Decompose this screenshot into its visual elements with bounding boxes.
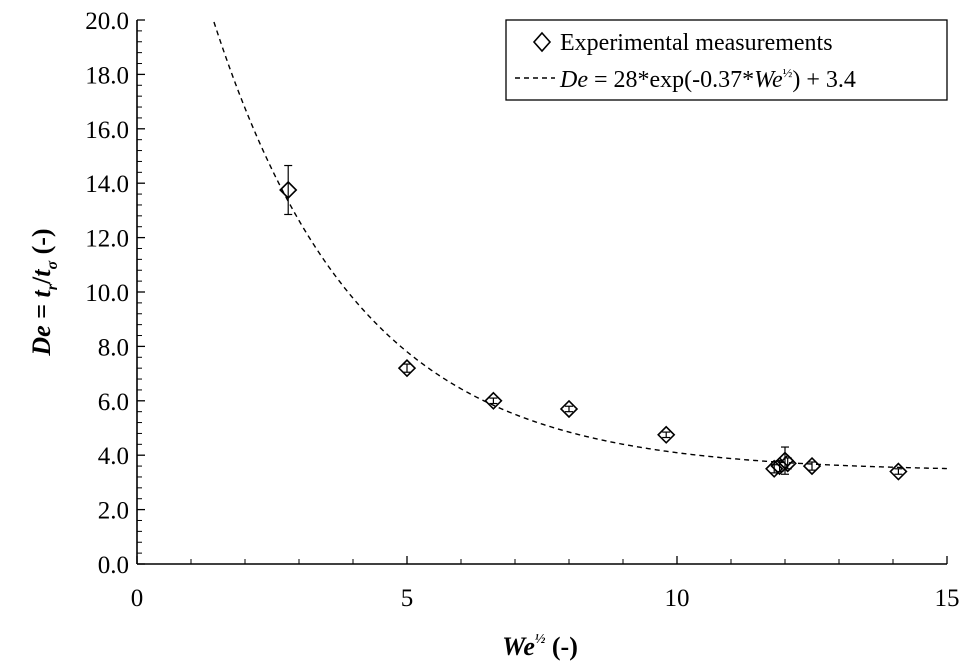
y-axis-title-de: De — [27, 325, 56, 356]
y-tick-label: 8.0 — [98, 334, 129, 361]
data-point — [889, 462, 908, 481]
y-axis-title-t2: t — [27, 269, 56, 277]
legend-fit-mid: = 28*exp(-0.37* — [588, 67, 754, 93]
y-axis-title-sub2: σ — [44, 261, 61, 270]
legend-fit-end: ) + 3.4 — [792, 67, 856, 93]
x-tick-label: 0 — [131, 585, 144, 612]
legend-box — [505, 19, 948, 101]
data-point — [657, 425, 676, 444]
y-axis-title-eq: = — [27, 297, 56, 325]
x-tick-label: 15 — [935, 585, 960, 612]
y-axis-title-t1: t — [27, 289, 56, 297]
legend-label-measurements: Experimental measurements — [560, 30, 833, 56]
legend-label-fit: De = 28*exp(-0.37*We½) + 3.4 — [559, 65, 856, 93]
y-tick-label: 4.0 — [98, 443, 129, 470]
data-point — [484, 391, 503, 410]
legend-fit-we: We — [754, 67, 783, 93]
y-tick-label: 2.0 — [98, 498, 129, 525]
y-tick-label: 20.0 — [85, 8, 129, 35]
fit-curve-layer — [213, 21, 948, 470]
y-axis-title: De = tr/tσ (-) — [27, 228, 61, 356]
x-tick-label: 10 — [665, 585, 690, 612]
fit-curve — [213, 21, 948, 470]
legend-fit-sup: ½ — [783, 65, 793, 80]
data-point — [559, 399, 579, 419]
diamond-marker-icon — [889, 462, 908, 481]
legend-marker-diamond-icon — [532, 31, 552, 53]
diamond-marker-icon — [397, 359, 417, 378]
y-axis-title-unit: (-) — [27, 228, 56, 260]
y-tick-label: 0.0 — [98, 552, 129, 579]
y-tick-label: 12.0 — [85, 226, 129, 253]
diamond-marker-icon — [657, 425, 676, 444]
legend: Experimental measurements De = 28*exp(-0… — [505, 19, 948, 101]
y-axis-title-sub1: r — [44, 283, 61, 290]
legend-fit-de: De — [559, 67, 588, 93]
data-point — [778, 454, 797, 473]
diamond-marker-icon — [778, 454, 797, 473]
axis-ticks: 0.0 2.0 4.0 6.0 8.0 10.0 12.0 14.0 16.0 18.0 20.0 0… — [85, 8, 959, 612]
data-point — [397, 359, 417, 378]
y-tick-label: 14.0 — [85, 171, 129, 198]
y-tick-label: 18.0 — [85, 62, 129, 89]
y-tick-label: 10.0 — [85, 280, 129, 307]
data-point — [279, 164, 298, 216]
x-tick-label: 5 — [401, 585, 414, 612]
x-axis-title: We½ (-) — [502, 632, 578, 661]
y-axis-title-slash: / — [27, 276, 56, 285]
x-axis-title-main: We — [502, 632, 535, 661]
data-point — [802, 456, 822, 476]
diamond-marker-icon — [279, 180, 298, 200]
y-tick-label: 6.0 — [98, 389, 129, 416]
diamond-marker-icon — [559, 399, 579, 419]
y-tick-label: 16.0 — [85, 117, 129, 144]
diamond-marker-icon — [484, 391, 503, 410]
x-axis-title-unit: (-) — [545, 632, 577, 661]
diamond-marker-icon — [802, 456, 822, 476]
x-axis-title-sup: ½ — [535, 632, 546, 647]
data-points-layer — [279, 164, 908, 481]
